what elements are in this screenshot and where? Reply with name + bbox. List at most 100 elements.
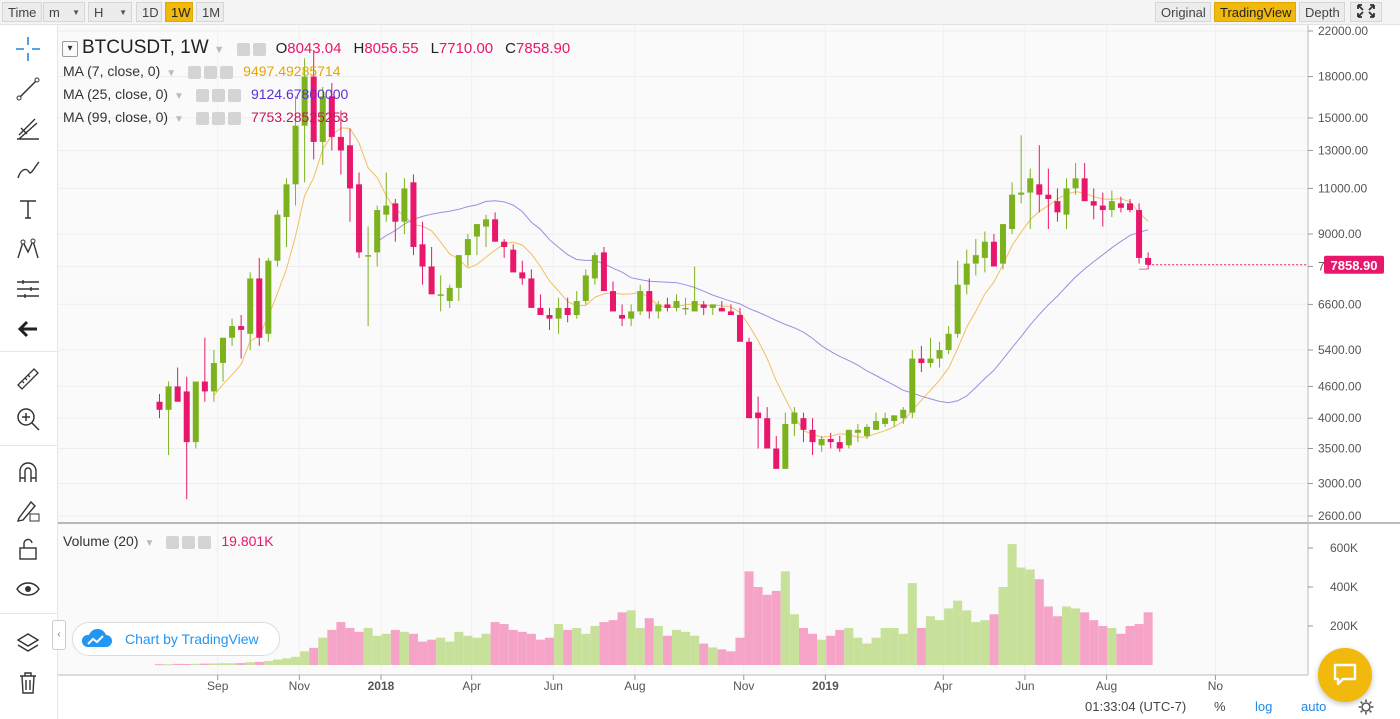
candle-body — [718, 307, 725, 312]
candle-body — [655, 304, 662, 312]
candle-body — [165, 386, 172, 410]
volume-bar — [735, 637, 745, 665]
gear-icon[interactable] — [252, 42, 266, 56]
volume-bar — [336, 622, 346, 665]
tradingview-button[interactable]: TradingView — [1214, 2, 1296, 22]
candle-body — [882, 418, 889, 424]
log-scale-toggle[interactable]: log — [1255, 699, 1273, 714]
volume-bar — [717, 649, 727, 665]
gear-icon[interactable] — [1358, 699, 1374, 715]
candle-body — [247, 278, 254, 334]
candle-body — [519, 272, 526, 279]
zoom-tool[interactable] — [12, 405, 44, 433]
volume-bar — [1007, 544, 1017, 665]
close-icon[interactable] — [198, 535, 212, 549]
fib-tool[interactable] — [12, 115, 44, 143]
fullscreen-button[interactable] — [1350, 2, 1382, 22]
candle-body — [782, 423, 789, 469]
volume-bar — [472, 637, 482, 665]
volume-bar — [191, 663, 201, 665]
candle-body — [573, 301, 580, 315]
volume-bars — [155, 544, 1153, 666]
chevron-down-icon[interactable]: ▾ — [62, 41, 78, 58]
candle-body — [328, 96, 335, 137]
pattern-tool[interactable] — [12, 235, 44, 263]
original-view-button[interactable]: Original — [1155, 2, 1211, 22]
candle-body — [501, 241, 508, 247]
volume-bar — [572, 627, 582, 665]
candle-body — [383, 205, 390, 215]
candle-body — [1081, 178, 1088, 202]
percent-scale-toggle[interactable]: % — [1214, 699, 1226, 714]
crosshair-tool[interactable] — [12, 35, 44, 63]
volume-bar — [164, 664, 174, 666]
candle-body — [909, 358, 916, 413]
gear-icon[interactable] — [211, 88, 225, 102]
volume-bar — [699, 643, 709, 665]
time-button[interactable]: Time — [2, 2, 42, 22]
symbol-title: BTCUSDT, 1W — [82, 37, 209, 58]
minute-interval-dropdown[interactable]: m ▼ — [43, 2, 85, 22]
trendline-tool[interactable] — [12, 75, 44, 103]
chat-icon — [1333, 663, 1357, 686]
volume-bar — [844, 627, 854, 665]
low-label: L — [430, 40, 439, 57]
candle-body — [238, 326, 245, 330]
volume-bar — [1025, 569, 1035, 665]
ma99-label: MA (99, close, 0) — [63, 109, 169, 125]
volume-bar — [381, 633, 391, 665]
tradingview-badge[interactable]: Chart by TradingView — [72, 622, 280, 656]
candle-body — [310, 76, 317, 142]
candle-body — [818, 438, 825, 446]
interval-1w-button[interactable]: 1W — [165, 2, 193, 22]
gear-icon[interactable] — [182, 535, 196, 549]
eye-icon[interactable] — [195, 88, 209, 102]
close-icon[interactable] — [220, 65, 234, 79]
volume-bar — [300, 651, 310, 665]
interval-1m-button[interactable]: 1M — [196, 2, 224, 22]
eye-icon[interactable] — [166, 535, 180, 549]
measure-tool[interactable] — [12, 275, 44, 303]
text-tool[interactable] — [12, 195, 44, 223]
minute-label: m — [49, 5, 60, 20]
visibility-tool[interactable] — [12, 575, 44, 603]
lock-drawing-tool[interactable] — [12, 497, 44, 525]
collapse-toolbar-handle[interactable]: ‹ — [52, 620, 66, 650]
delete-tool[interactable] — [12, 669, 44, 697]
eye-icon[interactable] — [188, 65, 202, 79]
hour-label: H — [94, 5, 104, 20]
candle-body — [990, 241, 997, 267]
close-icon[interactable] — [227, 88, 241, 102]
volume-bar — [617, 612, 627, 665]
candle-body — [945, 333, 952, 351]
volume-bar — [563, 629, 573, 665]
candle-body — [1036, 184, 1043, 195]
chat-button[interactable] — [1318, 648, 1372, 702]
ruler-icon — [17, 368, 39, 390]
back-tool[interactable] — [12, 315, 44, 343]
brush-tool[interactable] — [12, 155, 44, 183]
lock-tool[interactable] — [12, 535, 44, 563]
candle-body — [292, 125, 299, 185]
eye-icon[interactable] — [195, 111, 209, 125]
ruler-tool[interactable] — [12, 365, 44, 393]
layers-tool[interactable] — [12, 629, 44, 657]
gear-icon[interactable] — [204, 65, 218, 79]
candle-body — [1126, 203, 1133, 211]
time-tick-label: Apr — [462, 679, 481, 693]
volume-bar — [526, 633, 536, 665]
eye-icon[interactable] — [236, 42, 250, 56]
volume-bar — [980, 620, 990, 665]
close-icon[interactable] — [227, 111, 241, 125]
candle-body — [483, 219, 490, 227]
hour-interval-dropdown[interactable]: H ▼ — [88, 2, 132, 22]
depth-button[interactable]: Depth — [1299, 2, 1345, 22]
interval-1d-button[interactable]: 1D — [136, 2, 162, 22]
volume-bar — [1125, 626, 1135, 665]
gear-icon[interactable] — [211, 111, 225, 125]
auto-scale-toggle[interactable]: auto — [1301, 699, 1327, 714]
volume-bar — [517, 631, 527, 665]
magnet-tool[interactable] — [12, 459, 44, 487]
volume-bar — [508, 629, 518, 665]
